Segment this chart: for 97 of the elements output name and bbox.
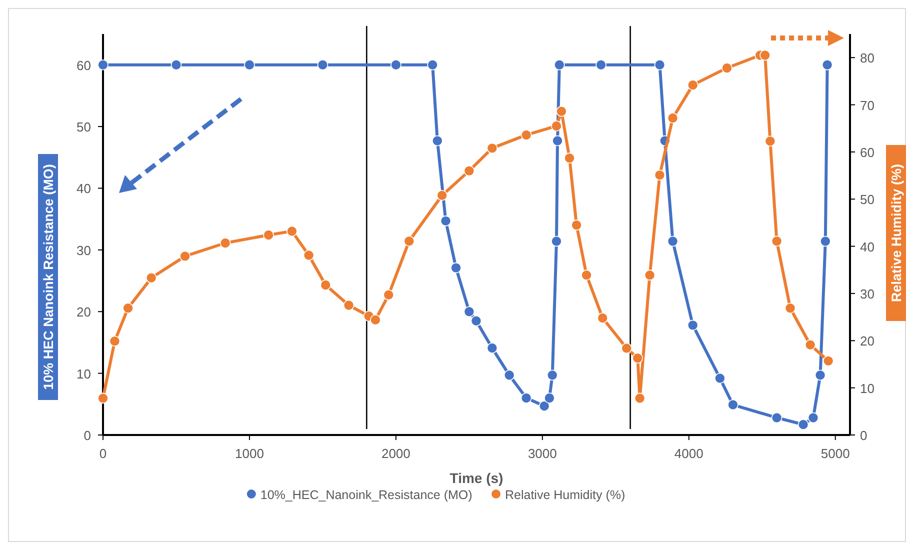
- point: [98, 59, 108, 70]
- point: [632, 352, 644, 364]
- point: [571, 220, 582, 230]
- x-tick-label: 0: [99, 446, 107, 461]
- x-tick-label: 5000: [820, 446, 850, 461]
- point: [370, 314, 381, 326]
- point: [343, 300, 354, 311]
- point: [317, 59, 328, 70]
- point: [784, 302, 796, 314]
- point: [504, 370, 515, 381]
- point: [286, 226, 298, 237]
- point: [798, 419, 809, 430]
- y-axis-title: 10% HEC Nanoink Resistance (MO): [41, 164, 56, 390]
- y-tick-label: 20: [76, 304, 91, 320]
- x-tick-label: 2000: [381, 446, 410, 461]
- y2-tick-label: 80: [860, 50, 874, 66]
- point: [520, 130, 532, 140]
- point: [109, 336, 120, 347]
- point: [122, 302, 134, 314]
- point: [814, 370, 826, 381]
- point: [728, 399, 738, 410]
- y-tick-label: 10: [76, 366, 91, 382]
- point: [654, 59, 666, 70]
- point: [320, 280, 332, 290]
- y2-tick-label: 0: [860, 428, 868, 443]
- x-tick-label: 1000: [235, 446, 264, 461]
- point: [486, 142, 498, 154]
- point: [596, 59, 606, 70]
- point: [538, 400, 550, 412]
- point: [687, 80, 698, 90]
- y2-tick-label: 50: [860, 192, 874, 208]
- point: [822, 59, 833, 70]
- y2-tick-label: 60: [860, 144, 874, 160]
- y2-tick-label: 20: [860, 334, 874, 349]
- point: [822, 356, 834, 366]
- point: [520, 392, 532, 404]
- y-tick-label: 60: [76, 58, 91, 73]
- point: [667, 112, 678, 124]
- point: [180, 250, 190, 262]
- point: [404, 236, 415, 247]
- point: [436, 190, 448, 201]
- point: [621, 342, 632, 354]
- point: [808, 412, 819, 424]
- point: [440, 216, 452, 226]
- point: [581, 270, 592, 280]
- point: [551, 236, 562, 247]
- point: [170, 59, 182, 70]
- x-tick-label: 4000: [674, 446, 704, 461]
- y-tick-label: 30: [76, 242, 91, 258]
- point: [220, 238, 231, 248]
- point: [263, 230, 274, 240]
- point: [687, 320, 698, 331]
- point: [464, 165, 475, 176]
- y-tick-label: 40: [76, 181, 91, 196]
- point: [554, 59, 565, 70]
- point: [634, 392, 646, 404]
- point: [303, 250, 314, 261]
- point: [771, 412, 782, 424]
- x-tick-label: 3000: [528, 446, 557, 461]
- point: [383, 289, 394, 300]
- y2-axis-title: Relative Humidity (%): [889, 164, 904, 302]
- point: [390, 59, 402, 70]
- point: [760, 50, 770, 61]
- point: [146, 272, 157, 284]
- legend-label: 10%_HEC_Nanoink_Resistance (MO): [260, 488, 472, 502]
- point: [244, 59, 255, 70]
- point: [450, 262, 462, 274]
- point: [644, 270, 656, 280]
- point: [556, 106, 567, 117]
- point: [722, 62, 732, 74]
- y2-tick-label: 30: [860, 286, 874, 302]
- point: [804, 339, 816, 350]
- point: [432, 135, 443, 146]
- y2-tick-label: 10: [860, 380, 874, 396]
- point: [764, 136, 776, 146]
- point: [820, 236, 831, 247]
- point: [486, 342, 498, 354]
- point: [771, 236, 782, 247]
- point: [98, 392, 108, 404]
- x-axis-title: Time (s): [450, 470, 504, 486]
- point: [551, 120, 562, 132]
- point: [470, 315, 482, 326]
- legend-label: Relative Humidity (%): [505, 488, 626, 502]
- point: [597, 312, 608, 324]
- y-tick-label: 50: [76, 120, 91, 135]
- point: [564, 152, 575, 164]
- point: [427, 59, 438, 70]
- point: [464, 306, 475, 318]
- point: [654, 170, 666, 180]
- point: [552, 135, 563, 146]
- point: [546, 370, 558, 381]
- y2-tick-label: 70: [860, 98, 874, 113]
- point: [714, 372, 726, 384]
- y-tick-label: 0: [84, 428, 91, 443]
- point: [667, 236, 678, 247]
- point: [544, 392, 555, 404]
- y2-tick-label: 40: [860, 239, 874, 254]
